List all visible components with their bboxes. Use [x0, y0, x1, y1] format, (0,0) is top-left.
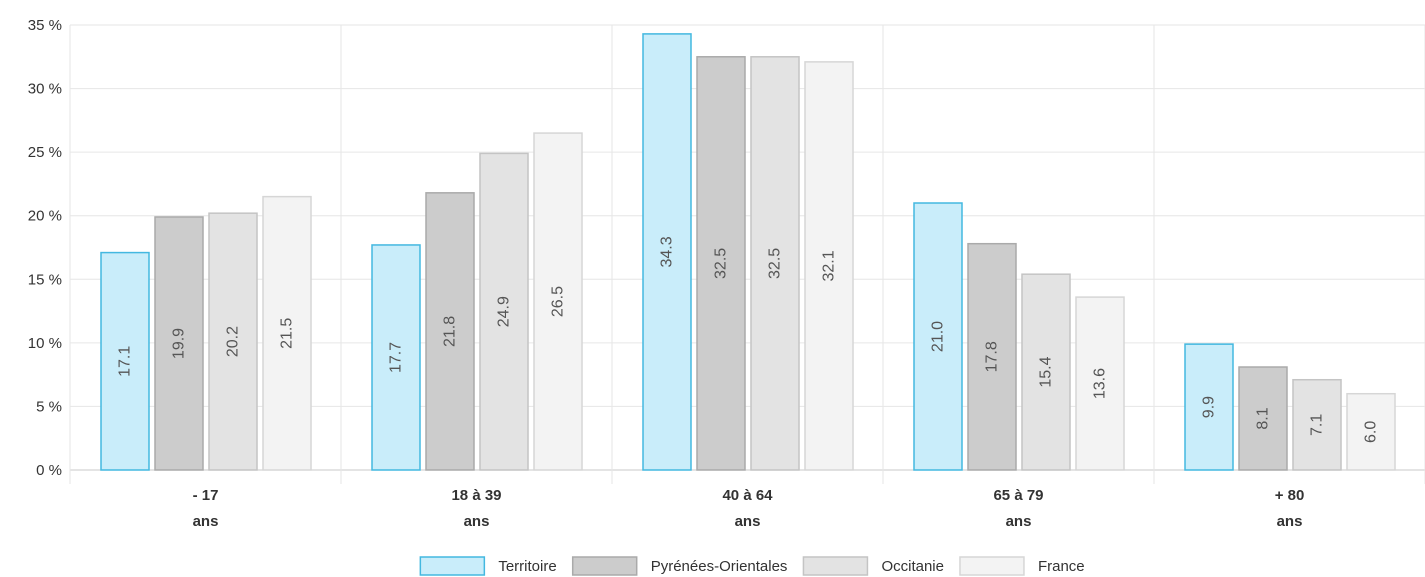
- y-axis-ticks: 0 % 5 % 10 % 15 % 20 % 25 % 30 % 35 %: [28, 17, 62, 479]
- legend-label[interactable]: Occitanie: [881, 558, 944, 575]
- bar-value-label: 19.9: [171, 328, 188, 359]
- bar-value-label: 6.0: [1363, 421, 1380, 443]
- bar-value-label: 34.3: [659, 236, 676, 267]
- x-category-label: 40 à 64: [722, 487, 773, 504]
- y-tick-label: 15 %: [28, 271, 62, 288]
- bar-value-label: 7.1: [1309, 414, 1326, 436]
- bar: [750, 56, 800, 471]
- bar: [1238, 366, 1288, 471]
- y-tick-label: 0 %: [36, 462, 62, 479]
- x-category-sublabel: ans: [193, 513, 219, 530]
- y-tick-label: 5 %: [36, 398, 62, 415]
- bars: [100, 33, 1396, 471]
- legend-swatch[interactable]: [959, 556, 1025, 576]
- bar: [913, 202, 963, 471]
- legend-swatch[interactable]: [419, 556, 486, 576]
- x-category-label: 65 à 79: [993, 487, 1043, 504]
- bar: [262, 195, 312, 471]
- bar: [371, 244, 421, 471]
- legend-swatch[interactable]: [571, 556, 638, 576]
- bar-value-label: 9.9: [1201, 396, 1218, 418]
- bar-value-label: 21.5: [279, 318, 296, 349]
- bar-value-label: 17.1: [117, 346, 134, 377]
- x-category-label: - 17: [193, 487, 219, 504]
- bar-value-labels: 17.1 19.9 20.2 21.5 17.7 21.8 24.9 26.5 34.3 32.5…: [117, 236, 1380, 443]
- bar: [100, 251, 150, 471]
- bar: [479, 152, 529, 471]
- bar: [1346, 392, 1396, 471]
- bar: [642, 33, 692, 471]
- x-category-sublabel: ans: [464, 513, 490, 530]
- legend[interactable]: Territoire Pyrénées-Orientales Occitanie Fr…: [419, 556, 1085, 576]
- bar-value-label: 17.8: [984, 341, 1001, 372]
- y-tick-label: 35 %: [28, 17, 62, 34]
- bar-value-label: 17.7: [388, 342, 405, 373]
- bar-value-label: 21.8: [442, 316, 459, 347]
- bar: [696, 56, 746, 471]
- x-category-sublabel: ans: [735, 513, 761, 530]
- bar-value-label: 15.4: [1038, 356, 1055, 387]
- y-tick-label: 20 %: [28, 208, 62, 225]
- legend-label[interactable]: Pyrénées-Orientales: [651, 558, 788, 575]
- bar-value-label: 32.5: [713, 248, 730, 279]
- bar-value-label: 32.5: [767, 248, 784, 279]
- y-tick-label: 10 %: [28, 335, 62, 352]
- legend-item-3[interactable]: Occitanie: [802, 556, 944, 576]
- bar: [804, 61, 854, 471]
- y-tick-label: 30 %: [28, 81, 62, 98]
- legend-label[interactable]: France: [1038, 558, 1085, 575]
- bar: [154, 216, 204, 471]
- legend-item-2[interactable]: Pyrénées-Orientales: [571, 556, 788, 576]
- bar-value-label: 13.6: [1092, 368, 1109, 399]
- y-tick-label: 25 %: [28, 144, 62, 161]
- legend-item-1[interactable]: Territoire: [419, 556, 557, 576]
- x-category-label: + 80: [1275, 487, 1305, 504]
- legend-label[interactable]: Territoire: [498, 558, 556, 575]
- legend-item-4[interactable]: France: [959, 556, 1085, 576]
- bar: [1292, 378, 1342, 471]
- x-category-sublabel: ans: [1277, 513, 1303, 530]
- x-category-sublabel: ans: [1006, 513, 1032, 530]
- bar: [425, 192, 475, 471]
- bar: [208, 212, 258, 471]
- bar-value-label: 24.9: [496, 296, 513, 327]
- bar-value-label: 21.0: [930, 321, 947, 352]
- bar: [1075, 296, 1125, 471]
- bar-value-label: 8.1: [1255, 407, 1272, 429]
- bar-value-label: 20.2: [225, 326, 242, 357]
- bar-value-label: 26.5: [550, 286, 567, 317]
- bar: [533, 132, 583, 471]
- bar: [967, 242, 1017, 471]
- bar-value-label: 32.1: [821, 250, 838, 281]
- x-category-label: 18 à 39: [451, 487, 501, 504]
- bar: [1184, 343, 1234, 471]
- legend-swatch[interactable]: [802, 556, 869, 576]
- bar: [1021, 273, 1071, 471]
- x-axis: - 17 ans 18 à 39 ans 40 à 64 ans 65 à 79 ans + 8…: [193, 487, 1305, 530]
